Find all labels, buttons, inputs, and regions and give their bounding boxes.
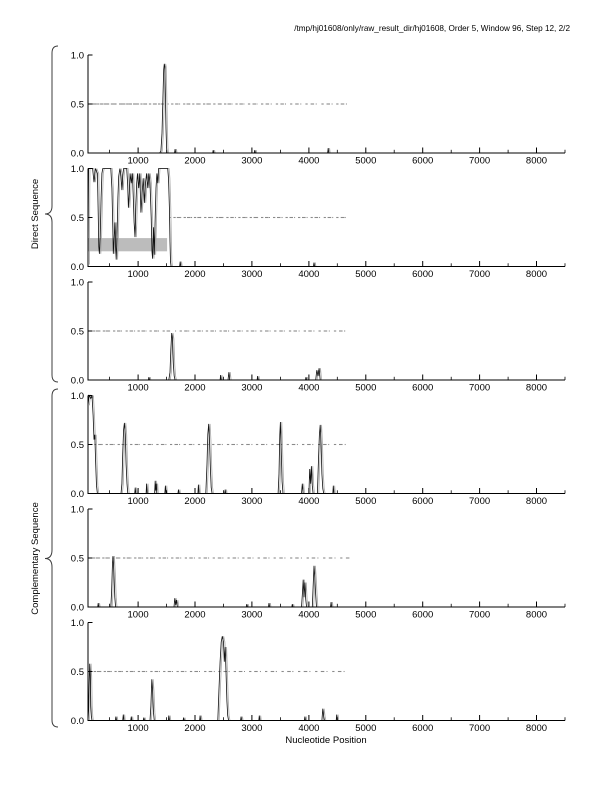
- coding-potential-curve: [87, 168, 349, 267]
- x-tick-label: 8000: [526, 496, 547, 507]
- x-tick-label: 2000: [184, 496, 205, 507]
- x-tick-label: 6000: [412, 496, 433, 507]
- x-tick-label: 7000: [469, 496, 490, 507]
- axis-frame: [87, 509, 565, 608]
- y-tick-label: 0.5: [71, 99, 84, 110]
- coding-potential-curve: [88, 332, 349, 381]
- x-tick-label: 3000: [241, 723, 262, 734]
- coding-potential-curve-shadow: [89, 332, 351, 381]
- x-tick-label: 3000: [241, 496, 262, 507]
- coding-potential-curve-shadow: [89, 555, 351, 608]
- page-title: /tmp/hj01608/only/raw_result_dir/hj01608…: [294, 24, 570, 33]
- panel-complementary-3: 0.0 0.5 1.0 1000 2000 3000 4000 5000 6000 7000 800…: [71, 618, 566, 734]
- x-tick-label: 7000: [469, 610, 490, 621]
- y-tick-label: 0.0: [71, 262, 84, 273]
- x-tick-label: 3000: [241, 269, 262, 280]
- y-tick-label: 0.5: [71, 326, 84, 337]
- x-tick-label: 1000: [128, 496, 149, 507]
- y-tick-label: 1.0: [71, 277, 84, 288]
- x-tick-label: 6000: [412, 723, 433, 734]
- panel-direct-1: 0.0 0.5 1.0 1000 2000 3000 4000 5000 6000 7000 800…: [71, 50, 566, 167]
- y-tick-label: 0.5: [71, 213, 84, 224]
- x-tick-label: 8000: [526, 269, 547, 280]
- x-tick-label: 5000: [355, 723, 376, 734]
- x-tick-label: 1000: [128, 383, 149, 394]
- panel-direct-2: 0.0 0.5 1.0 1000 2000 3000 4000 5000 6000 7000 800…: [71, 164, 566, 280]
- x-tick-label: 7000: [469, 269, 490, 280]
- panel-complementary-2: 0.0 0.5 1.0 1000 2000 3000 4000 5000 6000 7000 800…: [71, 504, 566, 621]
- x-tick-label: 1000: [128, 156, 149, 167]
- y-tick-label: 1.0: [71, 618, 84, 629]
- x-tick-label: 5000: [355, 156, 376, 167]
- x-tick-label: 2000: [184, 610, 205, 621]
- y-tick-label: 1.0: [71, 391, 84, 402]
- x-tick-label: 4000: [298, 723, 319, 734]
- x-tick-label: 4000: [298, 610, 319, 621]
- axis-frame: [87, 622, 565, 721]
- x-tick-label: 8000: [526, 383, 547, 394]
- coding-potential-curve: [87, 636, 349, 721]
- x-tick-label: 6000: [412, 156, 433, 167]
- x-tick-label: 7000: [469, 723, 490, 734]
- coding-potential-curve-shadow: [89, 63, 351, 154]
- coding-potential-curve: [88, 63, 349, 154]
- x-tick-label: 1000: [128, 723, 149, 734]
- y-tick-label: 1.0: [71, 50, 84, 61]
- complementary-sequence-label: Complementary Sequence: [30, 502, 41, 614]
- x-tick-label: 2000: [184, 723, 205, 734]
- x-tick-label: 5000: [355, 610, 376, 621]
- y-tick-label: 1.0: [71, 504, 84, 515]
- x-tick-label: 5000: [355, 269, 376, 280]
- panel-complementary-1: 0.0 0.5 1.0 1000 2000 3000 4000 5000 6000 7000 800…: [71, 391, 566, 507]
- x-tick-label: 6000: [412, 269, 433, 280]
- x-tick-label: 3000: [241, 156, 262, 167]
- x-tick-label: 8000: [526, 610, 547, 621]
- x-tick-label: 7000: [469, 156, 490, 167]
- axis-frame: [87, 282, 565, 381]
- x-tick-label: 1000: [128, 269, 149, 280]
- x-tick-label: 8000: [526, 723, 547, 734]
- x-tick-label: 6000: [412, 610, 433, 621]
- direct-group-brace: [44, 45, 59, 383]
- y-tick-label: 0.0: [71, 489, 84, 500]
- panels-group: 0.0 0.5 1.0 1000 2000 3000 4000 5000 6000 7000 800…: [71, 50, 566, 734]
- y-tick-label: 0.0: [71, 602, 84, 613]
- y-tick-label: 0.5: [71, 440, 84, 451]
- y-tick-label: 0.5: [71, 667, 84, 678]
- x-tick-label: 4000: [298, 269, 319, 280]
- y-tick-label: 0.0: [71, 716, 84, 727]
- x-tick-label: 4000: [298, 496, 319, 507]
- coding-potential-curve: [88, 555, 349, 608]
- x-tick-label: 3000: [241, 610, 262, 621]
- axis-frame: [87, 55, 565, 154]
- x-axis-title: Nucleotide Position: [285, 735, 366, 746]
- y-tick-label: 1.0: [71, 164, 84, 175]
- x-tick-label: 5000: [355, 383, 376, 394]
- x-tick-label: 7000: [469, 383, 490, 394]
- x-tick-label: 3000: [241, 383, 262, 394]
- x-tick-label: 1000: [128, 610, 149, 621]
- x-tick-label: 8000: [526, 156, 547, 167]
- panel-direct-3: 0.0 0.5 1.0 1000 2000 3000 4000 5000 6000 7000 800…: [71, 277, 566, 394]
- complementary-group-brace: [44, 388, 59, 728]
- x-tick-label: 6000: [412, 383, 433, 394]
- direct-sequence-label: Direct Sequence: [30, 179, 41, 249]
- y-tick-label: 0.0: [71, 148, 84, 159]
- y-tick-label: 0.0: [71, 375, 84, 386]
- x-tick-label: 5000: [355, 496, 376, 507]
- x-tick-label: 2000: [184, 383, 205, 394]
- x-tick-label: 4000: [298, 156, 319, 167]
- x-tick-label: 2000: [184, 269, 205, 280]
- predicted-region-bar: [88, 238, 168, 252]
- x-tick-label: 4000: [298, 383, 319, 394]
- axis-frame: [87, 168, 565, 267]
- axis-frame: [87, 395, 565, 494]
- x-tick-label: 2000: [184, 156, 205, 167]
- y-tick-label: 0.5: [71, 553, 84, 564]
